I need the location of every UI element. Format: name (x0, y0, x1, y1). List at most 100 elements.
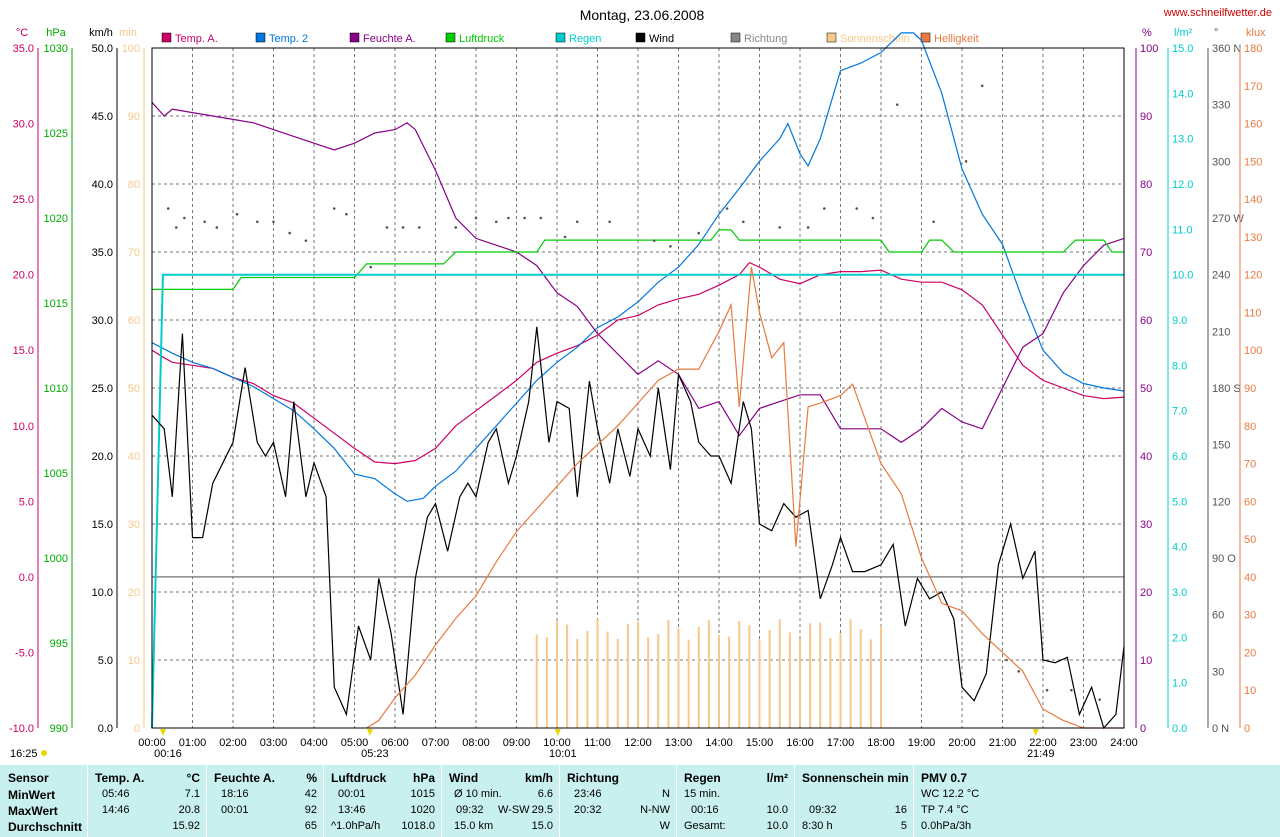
right-axis-tick: 40 (1140, 451, 1152, 463)
right-axis-unit: % (1142, 27, 1152, 39)
right-axis-tick: 120 (1212, 496, 1230, 508)
richtung-dot (697, 231, 701, 235)
left-axis-tick: 990 (50, 723, 68, 735)
stats-col-feuchte: Feuchte A. % 18:16 42 00:01 92 65 (206, 765, 323, 837)
legend-swatch (349, 32, 360, 43)
right-axis-tick: 360 N (1212, 43, 1241, 55)
left-axis-tick: -10.0 (9, 723, 34, 735)
left-axis-unit: hPa (46, 27, 66, 39)
legend-label: Wind (649, 33, 674, 45)
stats-col-temp: Temp. A. °C 05:46 7.1 14:46 20.8 15.92 (87, 765, 206, 837)
left-axis-tick: 995 (50, 638, 68, 650)
right-axis-tick: 2.0 (1172, 632, 1187, 644)
left-axis-unit: °C (16, 27, 28, 39)
temp-max-value: 20.8 (178, 804, 200, 816)
right-axis-tick: 70 (1140, 247, 1152, 259)
left-axis-tick: 0.0 (19, 572, 34, 584)
left-axis-tick: -5.0 (15, 647, 34, 659)
left-axis-tick: 5.0 (19, 496, 34, 508)
left-axis-tick: 1000 (44, 553, 68, 565)
richtung-dot (523, 216, 526, 220)
right-axis-tick: 90 (1244, 383, 1256, 395)
richtung-dot (183, 216, 186, 220)
temp-max-time: 14:46 (102, 804, 130, 816)
right-axis-tick: 100 (1140, 43, 1158, 55)
marker-label: 16:25 (10, 748, 38, 760)
right-axis-tick: 30 (1244, 610, 1256, 622)
right-axis-unit: ° (1214, 27, 1218, 39)
legend-swatch (635, 32, 646, 43)
left-axis-tick: 25.0 (92, 383, 113, 395)
right-axis-tick: 110 (1244, 307, 1262, 319)
left-axis-tick: 20 (128, 587, 140, 599)
luftdruck-max-value: 1020 (410, 804, 435, 816)
richtung-dot (332, 207, 336, 210)
x-axis-tick: 23:00 (1070, 737, 1098, 749)
richtung-dot (166, 207, 170, 210)
feuchte-min-value: 42 (304, 788, 317, 800)
legend-label: Temp. 2 (269, 33, 308, 45)
right-axis-tick: 0 (1140, 723, 1146, 735)
legend-swatch (920, 32, 931, 43)
richtung-dot (288, 231, 292, 235)
richtung-dot (1098, 698, 1101, 701)
series-regen (151, 273, 1124, 729)
richtung-dot (255, 220, 259, 224)
grid (152, 48, 1124, 728)
x-axis-tick: 24:00 (1110, 737, 1138, 749)
stats-col-regen: Regen l/m² 15 min. 00:16 10.0 Gesamt: 10… (676, 765, 794, 837)
richtung-dot (454, 226, 458, 229)
right-axis-tick: 180 S (1212, 383, 1241, 395)
left-axis-tick: 30.0 (92, 315, 113, 327)
left-axis-tick: 60 (128, 315, 140, 327)
stats-col-pmv: PMV 0.7 WC 12.2 °C TP 7.4 °C 0.0hPa/3h (913, 765, 1034, 837)
richtung-dot (304, 239, 308, 242)
richtung-dot (272, 220, 275, 224)
left-axis-unit: min (119, 27, 137, 39)
legend-label: Temp. A. (175, 33, 218, 45)
marker-label: 10:01 (549, 748, 577, 760)
sonne-header: Sonnenschein min (802, 771, 909, 785)
left-axis-tick: 20.0 (92, 451, 113, 463)
series-temp-2 (151, 32, 1125, 502)
right-axis-tick: 30 (1212, 666, 1224, 678)
richtung-dot (494, 220, 498, 224)
x-axis-tick: 07:00 (422, 737, 450, 749)
legend-swatch (555, 32, 566, 43)
x-axis-tick: 04:00 (300, 737, 328, 749)
right-axis-tick: 120 (1244, 270, 1262, 282)
left-axis-tick: 50 (128, 383, 140, 395)
wind-distance: 15.0 km (454, 820, 494, 832)
right-axis-tick: 270 W (1212, 213, 1244, 225)
right-axis-tick: 130 (1244, 232, 1262, 244)
right-axis-tick: 10 (1244, 685, 1256, 697)
luftdruck-max-time: 13:46 (338, 804, 366, 816)
right-axis-tick: 60 (1244, 496, 1256, 508)
sonne-duration: 8:30 h (802, 820, 833, 832)
right-axis-tick: 12.0 (1172, 179, 1193, 191)
pmv-dewpoint: TP 7.4 °C (921, 804, 969, 816)
x-axis-tick: 18:00 (867, 737, 895, 749)
luftdruck-min-time: 00:01 (338, 788, 366, 800)
richtung-dot (806, 226, 810, 229)
x-axis-tick: 08:00 (462, 737, 490, 749)
wind-avg-value: 15.0 (531, 820, 553, 832)
series-helligkeit (366, 266, 1124, 729)
right-axis-tick: 160 (1244, 119, 1262, 131)
x-axis-tick: 00:00 (138, 737, 166, 749)
richtung-dot (203, 220, 206, 224)
richtung-dot (895, 103, 899, 106)
left-axis-tick: 15.0 (92, 519, 113, 531)
sonne-max-time: 09:32 (809, 804, 837, 816)
right-axis-tick: 60 (1140, 315, 1152, 327)
richtung-dot (1005, 658, 1008, 662)
right-axis-tick: 210 (1212, 326, 1230, 338)
right-axis-tick: 100 (1244, 345, 1262, 357)
x-axis-tick: 14:00 (705, 737, 733, 749)
richtung-dot (652, 239, 656, 242)
left-axis-tick: 100 (122, 43, 140, 55)
x-axis-tick: 09:00 (503, 737, 531, 749)
left-axis-tick: 1015 (44, 298, 68, 310)
right-axis-tick: 5.0 (1172, 496, 1187, 508)
right-axis-tick: 4.0 (1172, 542, 1187, 554)
